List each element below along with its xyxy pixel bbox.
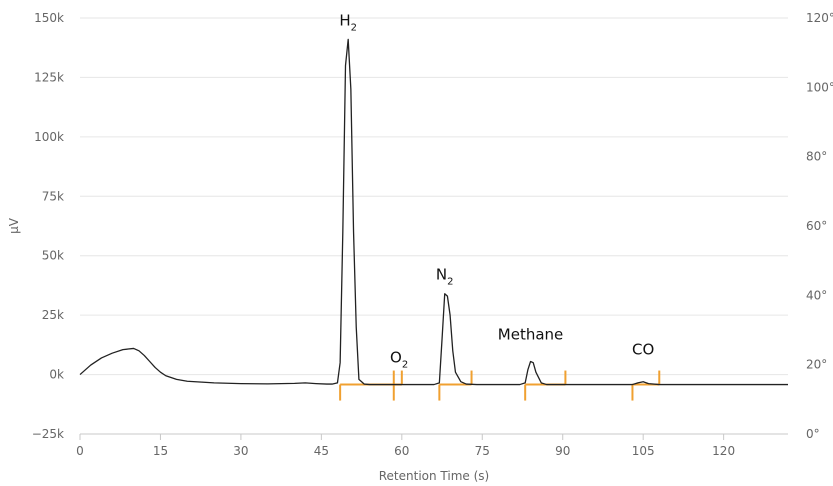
y2-tick-label: 100° <box>806 80 833 94</box>
x-tick-label: 75 <box>475 444 490 458</box>
y-axis-title: µV <box>7 217 21 234</box>
y-tick-label: 50k <box>42 249 64 263</box>
peak-label-subscript: 2 <box>447 277 453 288</box>
x-tick-label: 30 <box>233 444 248 458</box>
y-tick-label: −25k <box>32 427 64 441</box>
peak-label: O2 <box>390 349 408 371</box>
y2-tick-label: 40° <box>806 288 827 302</box>
peak-label-subscript: 2 <box>351 22 357 33</box>
x-tick-label: 105 <box>632 444 655 458</box>
peak-label-name: CO <box>632 341 654 359</box>
x-tick-label: 60 <box>394 444 409 458</box>
x-tick-label: 120 <box>712 444 735 458</box>
peak-label: N2 <box>436 266 454 288</box>
peak-label: Methane <box>498 325 564 343</box>
y2-tick-label: 20° <box>806 358 827 372</box>
grid-layer <box>80 17 788 435</box>
y-tick-label: 100k <box>34 130 64 144</box>
y-tick-label: 150k <box>34 11 64 25</box>
peak-label-subscript: 2 <box>402 360 408 371</box>
y2-tick-label: 0° <box>806 427 820 441</box>
peak-label-name: O <box>390 349 402 367</box>
peak-label: H2 <box>339 11 357 33</box>
axis-layer: −25k 0k 25k 50k 75k 100k 125k 150k 0 15 30 45 60 75 90… <box>32 11 833 458</box>
y-tick-label: 0k <box>49 368 64 382</box>
y-tick-label: 25k <box>42 308 64 322</box>
y2-tick-label: 120° <box>806 11 833 25</box>
peak-label-name: H <box>339 11 350 29</box>
x-axis-title: Retention Time (s) <box>379 469 489 483</box>
x-tick-label: 0 <box>76 444 84 458</box>
x-tick-label: 45 <box>314 444 329 458</box>
y2-tick-label: 60° <box>806 219 827 233</box>
peak-label-name: Methane <box>498 325 564 343</box>
x-tick-label: 90 <box>555 444 570 458</box>
peak-label-name: N <box>436 266 447 284</box>
x-tick-label: 15 <box>153 444 168 458</box>
y-tick-label: 75k <box>42 189 64 203</box>
y-tick-label: 125k <box>34 70 64 84</box>
chromatogram-trace <box>79 38 788 386</box>
peak-label: CO <box>632 341 654 359</box>
trace-layer <box>79 38 788 386</box>
y2-tick-label: 80° <box>806 150 827 164</box>
